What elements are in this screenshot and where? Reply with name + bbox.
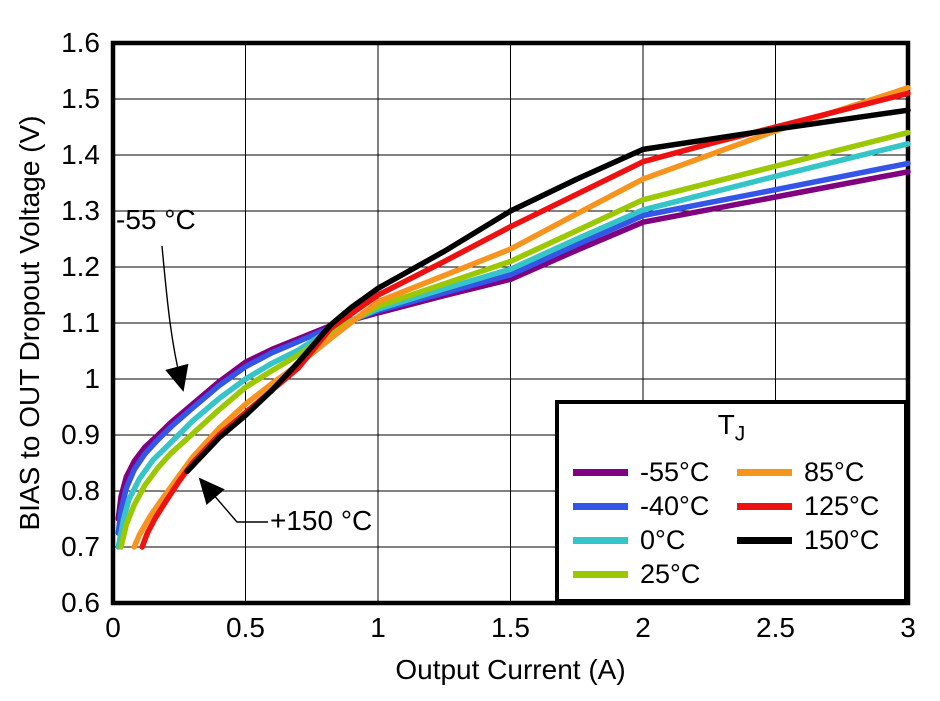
x-tick-label: 1 [370,612,386,643]
x-tick-label: 2 [635,612,651,643]
legend-item: 125°C [737,490,904,524]
legend-title-main: T [717,409,735,440]
y-tick-label: 0.8 [61,475,100,506]
y-axis-title: BIAS to OUT Dropout Voltage (V) [14,115,45,531]
y-tick-label: 1.1 [61,307,100,338]
annotation-minus-55c: -55 °C [116,204,196,235]
legend-column: -55°C -40°C 0°C 25°C [573,456,737,592]
annotation-arrow-hot [198,477,268,523]
x-tick-label: 0.5 [226,612,265,643]
legend-item-label: -55°C [640,457,710,488]
legend-title: TJ [559,409,904,451]
plot-frame [110,40,911,606]
legend-item-label: 125°C [804,491,880,522]
legend-item: 0°C [573,524,737,558]
legend-swatch [573,571,628,579]
series-curve--55°C [115,169,911,522]
legend-item: 25°C [573,558,737,592]
legend-item-label: 150°C [804,525,880,556]
y-tick-label: 1.3 [61,195,100,226]
x-tick-label: 2.5 [756,612,795,643]
series-curve-150°C [184,107,911,475]
legend-entries: -55°C -40°C 0°C 25°C 85°C 125°C 150°C [559,456,904,592]
y-tick-label: 1.4 [61,139,100,170]
x-tick-label: 0 [105,612,121,643]
y-tick-label: 1.2 [61,251,100,282]
legend-item-label: 0°C [640,525,686,556]
legend-item: -40°C [573,490,737,524]
legend-item-label: 85°C [804,457,865,488]
y-tick-label: 1 [84,363,100,394]
y-tick-label: 0.9 [61,419,100,450]
legend-column: 85°C 125°C 150°C [737,456,904,592]
series-curve-25°C [118,129,911,550]
legend-item: 85°C [737,456,904,490]
legend-item-label: -40°C [640,491,710,522]
y-tick-label: 1.5 [61,83,100,114]
legend-item: 150°C [737,524,904,558]
y-tick-label: 0.6 [61,587,100,618]
legend-item-label: 25°C [640,559,701,590]
y-tick-label: 1.6 [61,27,100,58]
x-tick-label: 1.5 [491,612,530,643]
legend-swatch [573,503,628,511]
x-tick-label: 3 [900,612,916,643]
legend-swatch [737,469,792,477]
legend-item: -55°C [573,456,737,490]
annotation-arrow-cold [161,245,189,392]
series-curve-0°C [115,141,911,550]
series-curve--40°C [115,160,911,536]
x-axis-title: Output Current (A) [395,654,626,685]
legend-swatch [737,537,792,545]
annotation-plus-150c: +150 °C [270,505,373,536]
series-curve-125°C [139,90,911,550]
y-tick-label: 0.7 [61,531,100,562]
legend-title-sub: J [734,422,746,446]
legend-swatch [573,469,628,477]
legend-swatch [737,503,792,511]
legend-swatch [573,537,628,545]
legend: TJ -55°C -40°C 0°C 25°C 85°C 125°C 150°C [555,400,908,603]
